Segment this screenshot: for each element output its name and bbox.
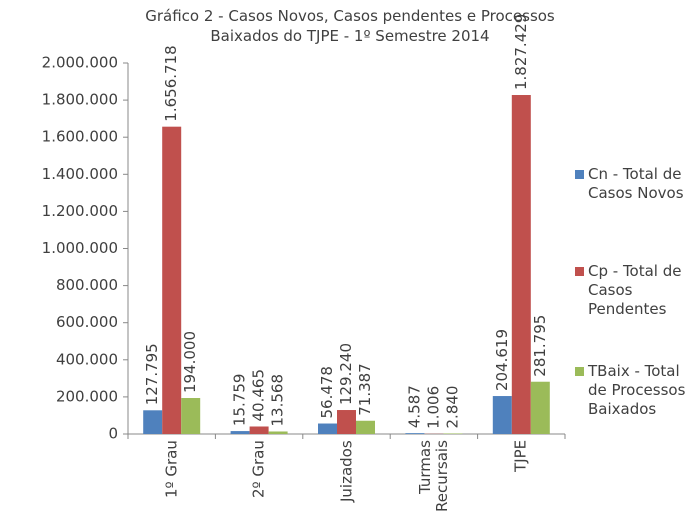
x-tick-label: Turmas Recursais [415,440,451,512]
bar [162,126,182,435]
bar [337,410,356,434]
data-label: 2.840 [443,386,461,429]
x-tick-label: Juizados [337,440,355,502]
bar [511,95,531,435]
y-tick-label: 2.000.000 [42,54,118,72]
legend-item: Cn - Total de Casos Novos [575,165,693,203]
y-tick-label: 1.000.000 [42,239,118,257]
y-tick-label: 800.000 [56,276,118,294]
data-label: 4.587 [405,385,423,428]
y-tick-label: 1.800.000 [42,91,118,109]
x-tick-label: 2º Grau [249,440,268,498]
bar [318,423,337,434]
bar [530,381,550,434]
data-label: 40.465 [250,369,268,422]
x-tick-label: 1º Grau [162,440,181,498]
bar [268,431,288,434]
bar [405,433,425,434]
bar [356,420,375,434]
data-label: 129.240 [337,343,355,405]
legend-label: Cp - Total de Casos Pendentes [588,262,682,318]
data-label: 15.759 [231,374,249,427]
x-tick-label: TJPE [511,440,530,473]
bar [143,410,163,434]
legend-label: TBaix - Total de Processos Baixados [588,362,686,418]
data-label: 56.478 [318,366,336,419]
data-label: 71.387 [356,363,374,416]
data-label: 1.827.429 [512,14,530,90]
bar [230,431,250,434]
bar [181,398,201,434]
y-tick-label: 200.000 [56,387,118,405]
legend-label: Cn - Total de Casos Novos [588,165,684,202]
y-tick-label: 0 [108,425,118,443]
bar [249,426,269,434]
bar [492,396,512,434]
chart-title: Gráfico 2 - Casos Novos, Casos pendentes… [145,7,555,45]
legend-swatch [575,267,584,276]
legend-item: TBaix - Total de Processos Baixados [575,362,693,419]
legend-swatch [575,367,584,376]
y-tick-label: 600.000 [56,313,118,331]
bar [443,433,463,434]
data-label: 13.568 [269,374,287,427]
data-label: 281.795 [531,315,549,377]
data-label: 1.656.718 [162,45,180,121]
data-label: 1.006 [424,386,442,429]
legend-swatch [575,170,584,179]
y-tick-label: 1.600.000 [42,128,118,146]
y-tick-label: 1.400.000 [42,165,118,183]
y-tick-label: 1.200.000 [42,202,118,220]
legend-item: Cp - Total de Casos Pendentes [575,262,693,319]
data-label: 194.000 [181,331,199,393]
y-tick-label: 400.000 [56,350,118,368]
data-label: 204.619 [493,329,511,391]
data-label: 127.795 [143,343,161,405]
